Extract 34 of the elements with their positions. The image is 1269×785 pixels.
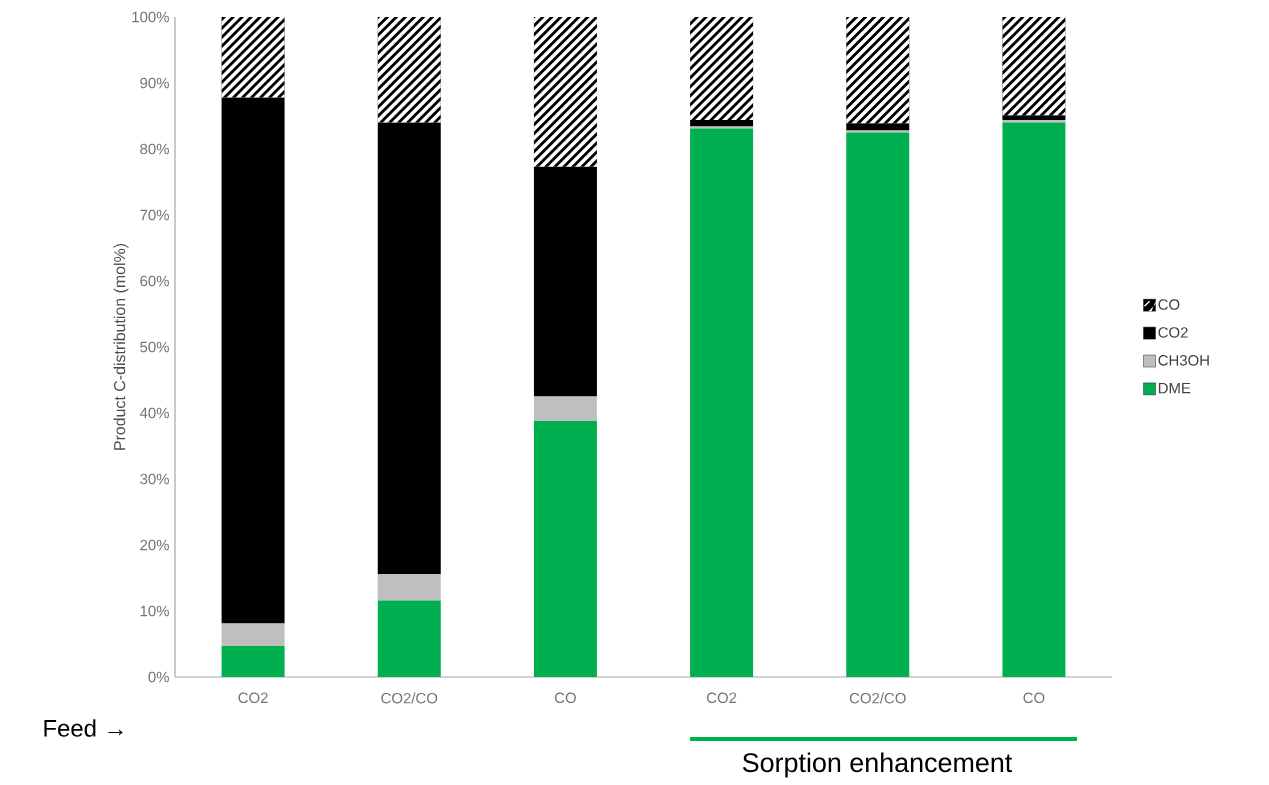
legend-label: CO2 <box>1158 327 1188 338</box>
text: Sorption enhancement <box>742 752 1013 778</box>
y-axis-title: Product C-distribution (mol%) <box>113 243 129 450</box>
y-tick-label: 70% <box>140 209 169 221</box>
legend-label: DME <box>1158 382 1191 394</box>
y-tick-label: 40% <box>139 407 169 419</box>
x-tick-label: CO2/CO <box>381 692 438 704</box>
bar <box>1002 122 1066 677</box>
legend-label: CH3OH <box>1158 355 1209 366</box>
bar <box>377 600 441 677</box>
y-tick-label: 20% <box>140 539 169 551</box>
bar <box>846 132 910 677</box>
legend-label: CO <box>1158 299 1180 310</box>
bar <box>377 574 441 601</box>
bar <box>221 623 285 646</box>
x-tick-label: CO2/CO <box>849 692 906 704</box>
x-tick-label: CO <box>554 692 576 704</box>
y-tick-label: 0% <box>148 671 169 683</box>
y-tick-label: 60% <box>140 275 169 287</box>
y-tick-label: 30% <box>140 473 169 485</box>
y-tick-label: 100% <box>132 11 169 23</box>
y-tick-label: 90% <box>140 77 169 89</box>
text: Feed → <box>44 719 123 737</box>
bar <box>221 645 285 677</box>
y-tick-label: 50% <box>140 341 169 353</box>
y-tick-label: 80% <box>140 143 169 155</box>
bar <box>533 396 597 421</box>
x-tick-label: CO <box>1023 692 1045 704</box>
x-tick-label: CO2 <box>238 692 268 704</box>
bar <box>533 420 597 677</box>
bar <box>690 128 754 677</box>
x-tick-label: CO2 <box>706 692 737 704</box>
bar <box>1002 119 1066 123</box>
y-tick-label: 10% <box>140 605 169 617</box>
